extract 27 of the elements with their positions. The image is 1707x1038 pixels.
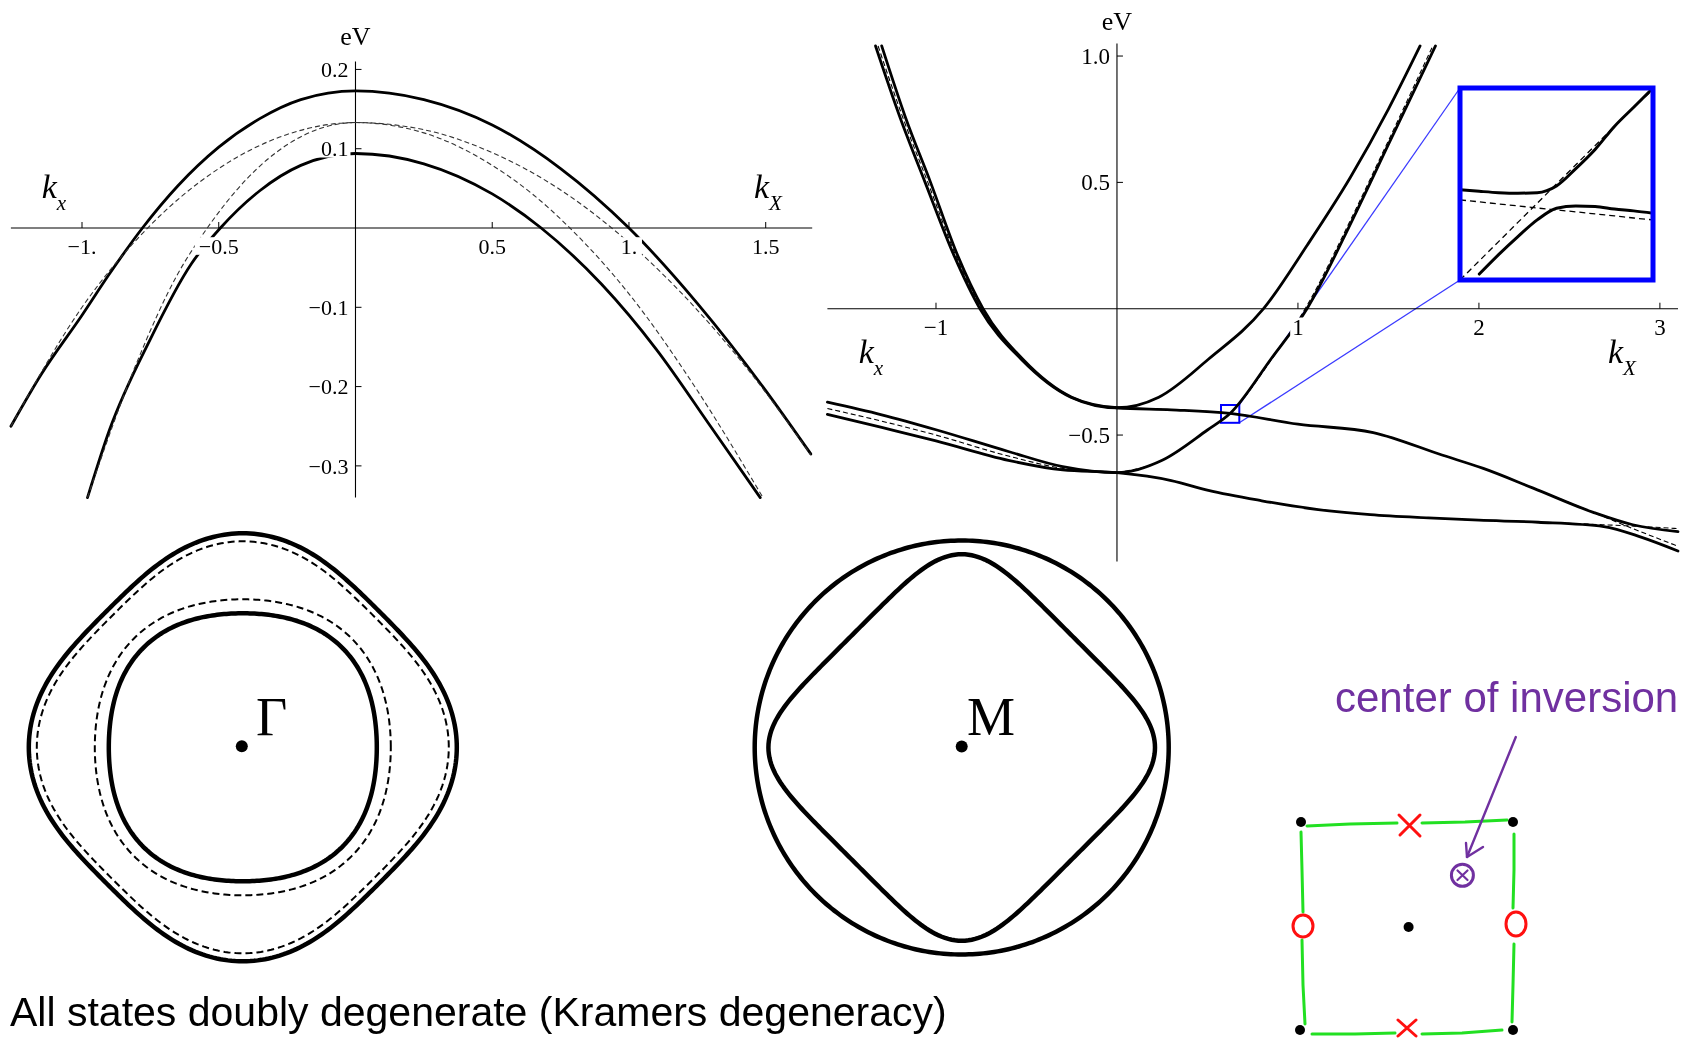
x-tick-label: −1 <box>923 314 949 340</box>
text: center of inversion <box>1335 674 1679 721</box>
x-tick-label: 1.5 <box>751 233 780 259</box>
text: All states doubly degenerate (Kramers degeneracy) <box>10 989 947 1035</box>
x-tick-label: 0.5 <box>478 233 506 259</box>
y-axis-title: eV <box>1101 7 1133 36</box>
x-tick-label: 2 <box>1473 314 1485 340</box>
text: Γ <box>256 687 288 747</box>
annotation: k$_{x}$ <box>41 168 67 216</box>
x-tick-label: 1 <box>1292 314 1304 340</box>
y-tick-label: 0.2 <box>320 57 349 83</box>
annotation: k$_{x}$ <box>858 332 884 380</box>
y-tick-label: −0.2 <box>308 374 349 400</box>
x-tick-label: −1. <box>67 233 97 259</box>
x-tick-label: 1. <box>620 233 638 259</box>
x-tick-label: 3 <box>1654 314 1666 340</box>
y-tick-label: 0.1 <box>320 136 349 162</box>
x-tick-label: −0.5 <box>198 233 239 259</box>
y-tick-label: 1.0 <box>1081 44 1110 70</box>
x-axis-title: k$_{X}$ <box>1608 332 1638 380</box>
x-axis-title: k$_{X}$ <box>754 168 784 216</box>
y-axis-title: eV <box>340 22 371 51</box>
y-tick-label: 0.5 <box>1081 170 1110 196</box>
y-tick-label: −0.3 <box>308 453 349 479</box>
y-tick-label: −0.5 <box>1068 423 1110 449</box>
y-tick-label: −0.1 <box>308 295 349 320</box>
text: M <box>967 687 1016 747</box>
